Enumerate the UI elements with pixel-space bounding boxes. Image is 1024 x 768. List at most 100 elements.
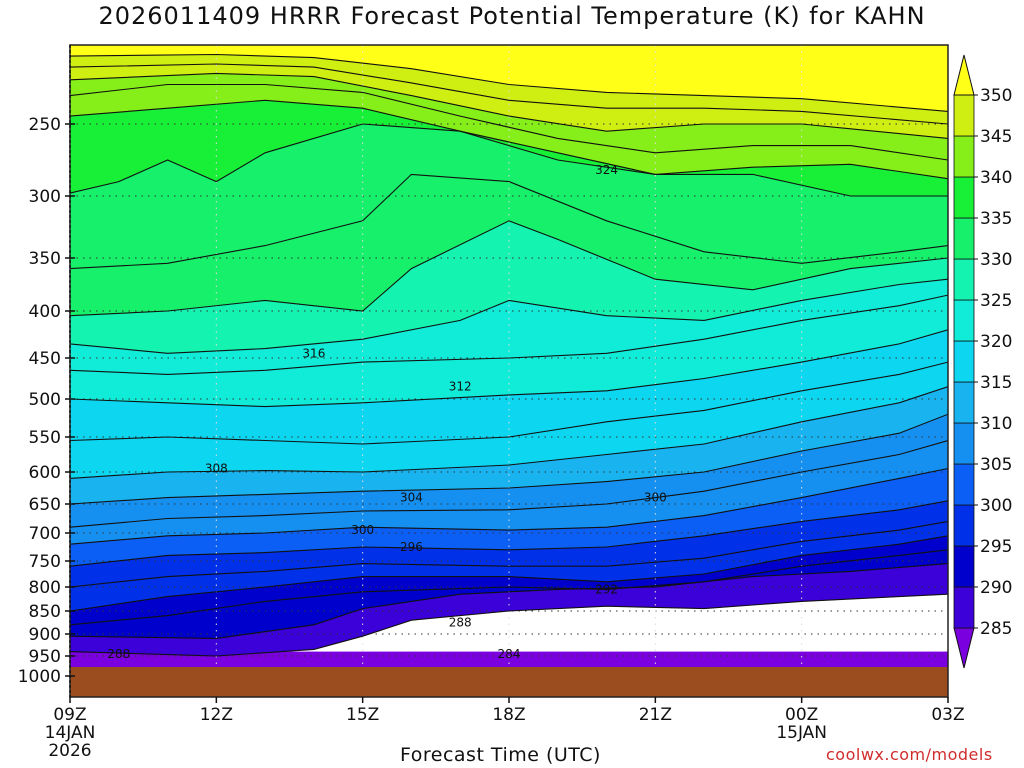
colorbar-label: 335: [980, 209, 1012, 229]
gridlines: [70, 45, 948, 667]
y-tick-label: 900: [29, 625, 61, 645]
contour-line: [70, 467, 948, 545]
x-axis-title: Forecast Time (UTC): [400, 744, 601, 766]
colorbar-swatch: [953, 422, 975, 465]
colorbar-swatch: [953, 258, 975, 301]
contour-line: [70, 500, 948, 567]
contour-label: 304: [400, 491, 423, 505]
y-tick-label: 550: [29, 428, 61, 448]
contour-line: [70, 535, 948, 612]
contour-labels: 324 316 312 308 304 300 300 296 292 288 288 284: [107, 163, 666, 661]
contour-line: [70, 549, 948, 626]
contour-line: [70, 173, 948, 270]
contour-line: [70, 63, 948, 125]
contour-line: [70, 83, 948, 161]
contour-label: 312: [449, 380, 472, 394]
colorbar-swatch: [953, 135, 975, 178]
contour-line: [70, 361, 948, 445]
colorbar-label: 325: [980, 291, 1012, 311]
colorbar-label: 340: [980, 168, 1012, 188]
colorbar-swatch: [953, 176, 975, 219]
contour-line: [70, 278, 948, 354]
y-tick-label: 300: [29, 187, 61, 207]
y-tick-label: 250: [29, 115, 61, 135]
x-tick-sublabel: 2026: [48, 741, 91, 761]
contour-label: 308: [205, 462, 228, 476]
colorbar-label: 295: [980, 537, 1012, 557]
colorbar-label: 290: [980, 578, 1012, 598]
contour-line: [70, 123, 948, 197]
y-tick-label: 450: [29, 349, 61, 369]
colorbar-label: 345: [980, 127, 1012, 147]
colorbar-lower-tip: [953, 627, 975, 669]
colorbar-swatch: [953, 463, 975, 506]
y-tick-label: 800: [29, 578, 61, 598]
x-tick-label: 09Z: [53, 705, 86, 725]
colorbar-swatch: [953, 504, 975, 547]
colorbar-label: 305: [980, 455, 1012, 475]
chart-title: 2026011409 HRRR Forecast Potential Tempe…: [98, 2, 926, 30]
contour-label: 316: [302, 346, 325, 360]
x-tick-label: 00Z: [785, 705, 818, 725]
source-credit: coolwx.com/models: [826, 745, 993, 764]
colorbar: 285 290 295 300 305 310 315 320 325 330 335 340 345 3…: [953, 54, 1012, 669]
colorbar-label: 320: [980, 332, 1012, 352]
terrain-ground: [70, 667, 948, 697]
x-tick-label: 15Z: [346, 705, 379, 725]
y-tick-label: 500: [29, 390, 61, 410]
x-tick-label: 03Z: [931, 705, 964, 725]
contour-label: 300: [351, 523, 374, 537]
contour-line: [70, 413, 948, 505]
colorbar-label: 310: [980, 414, 1012, 434]
contour-line: [70, 439, 948, 528]
colorbar-swatch: [953, 586, 975, 629]
contour-label: 300: [644, 491, 667, 505]
y-tick-label: 650: [29, 495, 61, 515]
contour-line: [70, 99, 948, 180]
y-tick-label: 350: [29, 249, 61, 269]
y-tick-label: 1000: [18, 667, 61, 687]
colorbar-swatch: [953, 299, 975, 342]
colorbar-swatch: [953, 94, 975, 137]
contour-line: [70, 294, 948, 375]
contour-line: [70, 220, 948, 317]
y-tick-label: 750: [29, 552, 61, 572]
contour-label: 284: [498, 647, 521, 661]
colorbar-label: 330: [980, 250, 1012, 270]
colorbar-label: 315: [980, 373, 1012, 393]
contour-label: 288: [107, 647, 130, 661]
colorbar-swatch: [953, 381, 975, 424]
colorbar-label: 300: [980, 496, 1012, 516]
band-fill: [70, 651, 948, 667]
contour-label: 296: [400, 540, 423, 554]
y-tick-label: 850: [29, 602, 61, 622]
x-tick-label: 18Z: [492, 705, 525, 725]
y-tick-label: 950: [29, 647, 61, 667]
contour-label: 288: [449, 616, 472, 630]
colorbar-label: 285: [980, 619, 1012, 639]
contour-line: [70, 386, 948, 479]
contour-line: [70, 72, 948, 139]
contour-line: [70, 563, 948, 639]
colorbar-swatch: [953, 545, 975, 588]
colorbar-swatch: [953, 340, 975, 383]
y-tick-label: 400: [29, 302, 61, 322]
y-tick-label: 600: [29, 463, 61, 483]
contour-line: [70, 593, 948, 657]
y-axis: 250 300 350 400 450 500 550 600 650 700 750 800 850 9…: [18, 115, 75, 687]
x-tick-sublabel: 15JAN: [776, 723, 827, 743]
contour-label: 292: [595, 582, 618, 596]
x-tick-label: 21Z: [639, 705, 672, 725]
x-tick-sublabel: 14JAN: [45, 723, 96, 743]
contour-label: 324: [595, 163, 618, 177]
x-tick-label: 12Z: [200, 705, 233, 725]
y-tick-label: 700: [29, 524, 61, 544]
contour-line: [70, 329, 948, 408]
contour-lines: [70, 53, 948, 657]
colorbar-label: 350: [980, 86, 1012, 106]
contour-line: [70, 53, 948, 112]
colorbar-swatch: [953, 217, 975, 260]
colorbar-upper-tip: [953, 54, 975, 96]
